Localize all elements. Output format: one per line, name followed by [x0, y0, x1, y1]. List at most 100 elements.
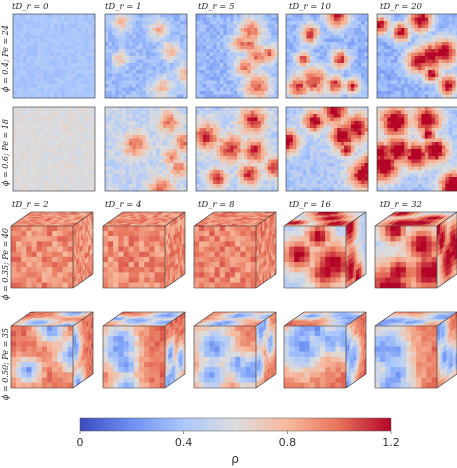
density-cell — [254, 177, 258, 181]
density-cell — [91, 173, 96, 178]
density-cell — [448, 66, 453, 71]
density-cell — [316, 80, 321, 85]
density-cell — [264, 14, 269, 18]
density-cell — [226, 14, 231, 18]
density-cell — [323, 80, 328, 85]
density-cell — [176, 117, 181, 122]
density-cell — [254, 80, 258, 85]
density-cell — [354, 42, 359, 46]
density-cell — [105, 166, 109, 171]
density-cell — [223, 87, 228, 92]
density-cell — [264, 121, 269, 125]
density-cell — [77, 128, 82, 132]
density-cell — [347, 77, 352, 81]
density-cell — [115, 84, 119, 88]
density-cell — [128, 184, 133, 188]
density-cell — [33, 110, 38, 115]
density-cell — [159, 21, 164, 25]
density-cell — [30, 121, 34, 125]
density-cell — [142, 149, 147, 153]
density-cell — [260, 107, 265, 111]
density-cell — [40, 31, 45, 36]
density-cell — [47, 87, 51, 92]
density-cell — [183, 77, 188, 81]
density-cell — [152, 173, 157, 178]
density-cell — [163, 35, 167, 39]
density-cell — [142, 21, 147, 25]
density-cell — [26, 56, 31, 60]
density-cell — [337, 63, 341, 67]
density-cell — [152, 121, 157, 125]
density-cell — [88, 124, 92, 129]
density-cell — [257, 21, 262, 25]
density-cell — [166, 166, 171, 171]
density-cell — [316, 124, 321, 129]
density-cell — [264, 180, 269, 185]
density-cell — [264, 45, 269, 50]
density-cell — [139, 184, 143, 188]
density-cell — [166, 56, 171, 60]
density-cell — [26, 131, 31, 136]
density-cell — [364, 77, 369, 81]
density-cell — [118, 45, 123, 50]
density-cell — [240, 107, 245, 111]
density-cell — [54, 28, 58, 32]
density-cell — [330, 149, 335, 153]
density-cell — [135, 42, 140, 46]
density-cell — [243, 142, 248, 146]
density-cell — [139, 52, 143, 57]
density-cell — [237, 159, 241, 164]
density-cell — [209, 180, 214, 185]
density-cell — [33, 45, 38, 50]
density-cell — [74, 28, 79, 32]
density-cell — [60, 121, 65, 125]
density-cell — [50, 173, 55, 178]
density-cell — [421, 28, 426, 32]
panel-frame — [104, 106, 188, 192]
density-cell — [33, 87, 38, 92]
density-cell — [219, 66, 224, 71]
density-cell — [81, 114, 86, 118]
density-cell — [233, 91, 238, 95]
density-cell — [115, 124, 119, 129]
density-cell — [306, 135, 311, 139]
density-cell — [71, 63, 75, 67]
density-cell — [316, 110, 321, 115]
density-cell — [183, 45, 188, 50]
density-cell — [71, 87, 75, 92]
density-cell — [139, 31, 143, 36]
density-cell — [289, 149, 294, 153]
density-cell — [166, 170, 171, 174]
density-cell — [330, 142, 335, 146]
density-cell — [105, 124, 109, 129]
density-cell — [128, 63, 133, 67]
density-cell — [13, 152, 17, 157]
density-cell — [125, 128, 130, 132]
density-cell — [40, 152, 45, 157]
density-cell — [206, 21, 210, 25]
density-cell — [303, 24, 307, 29]
density-cell — [125, 187, 130, 192]
density-cell — [264, 142, 269, 146]
density-cell — [327, 59, 331, 64]
density-cell — [441, 14, 446, 18]
density-cell — [50, 66, 55, 71]
density-cell — [316, 52, 321, 57]
density-cell — [271, 142, 275, 146]
density-cell — [254, 180, 258, 185]
density-cell — [264, 114, 269, 118]
density-cell — [364, 87, 369, 92]
density-cell — [323, 35, 328, 39]
density-cell — [240, 163, 245, 167]
density-cell — [152, 159, 157, 164]
density-cell — [445, 56, 450, 60]
density-cell — [47, 45, 51, 50]
density-cell — [16, 110, 21, 115]
density-cell — [132, 142, 137, 146]
density-cell — [176, 59, 181, 64]
density-cell — [216, 184, 221, 188]
density-cell — [16, 17, 21, 22]
density-cell — [323, 177, 328, 181]
density-cell — [166, 38, 171, 43]
density-cell — [88, 138, 92, 143]
